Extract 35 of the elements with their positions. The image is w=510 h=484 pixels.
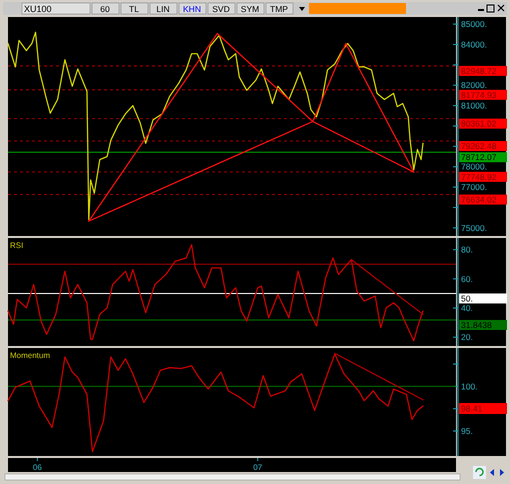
x-tick-label: 07 xyxy=(253,463,263,472)
text: LIN xyxy=(156,4,170,14)
ref-line-label: 77748.92 xyxy=(461,172,497,182)
y-tick-label: 82000. xyxy=(461,80,487,90)
y-tick-label: 80. xyxy=(461,244,473,255)
text: SVD xyxy=(212,4,230,14)
chart-title: XU100 xyxy=(24,4,52,14)
ref-line-label: 81774.93 xyxy=(461,90,497,100)
ref-line-label: 31.8438 xyxy=(461,320,492,330)
x-tick-label: 06 xyxy=(32,463,42,472)
ref-line-label: 78712.07 xyxy=(461,152,497,162)
text: SYM xyxy=(240,4,260,14)
y-tick-label: 85000. xyxy=(461,19,487,30)
ref-line-label: 50. xyxy=(461,293,473,304)
ref-line-label: 80361.02 xyxy=(461,118,497,129)
y-tick-label: 78000. xyxy=(461,162,487,172)
chart-title: Momentum xyxy=(10,351,50,360)
y-tick-label: 75000. xyxy=(461,222,487,233)
y-tick-label: 100. xyxy=(461,381,478,392)
text: 98.41 xyxy=(461,403,483,414)
y-tick-label: 20. xyxy=(461,332,473,342)
y-tick-label: 95. xyxy=(461,426,473,436)
y-tick-label: 60. xyxy=(461,274,473,284)
text: TL xyxy=(129,4,140,14)
chart-title: RSI xyxy=(10,241,24,250)
text: KHN xyxy=(183,4,201,14)
ref-line-label: 82948.72 xyxy=(461,66,497,76)
ref-line-label: 76634.02 xyxy=(461,194,497,205)
y-tick-label: 81000. xyxy=(461,100,487,111)
y-tick-label: 40. xyxy=(461,303,473,314)
ref-line-label: 79262.48 xyxy=(461,140,497,151)
text: 60 xyxy=(100,4,110,14)
y-tick-label: 77000. xyxy=(461,182,487,192)
y-tick-label: 84000. xyxy=(461,39,487,50)
text: TMP xyxy=(270,4,288,14)
